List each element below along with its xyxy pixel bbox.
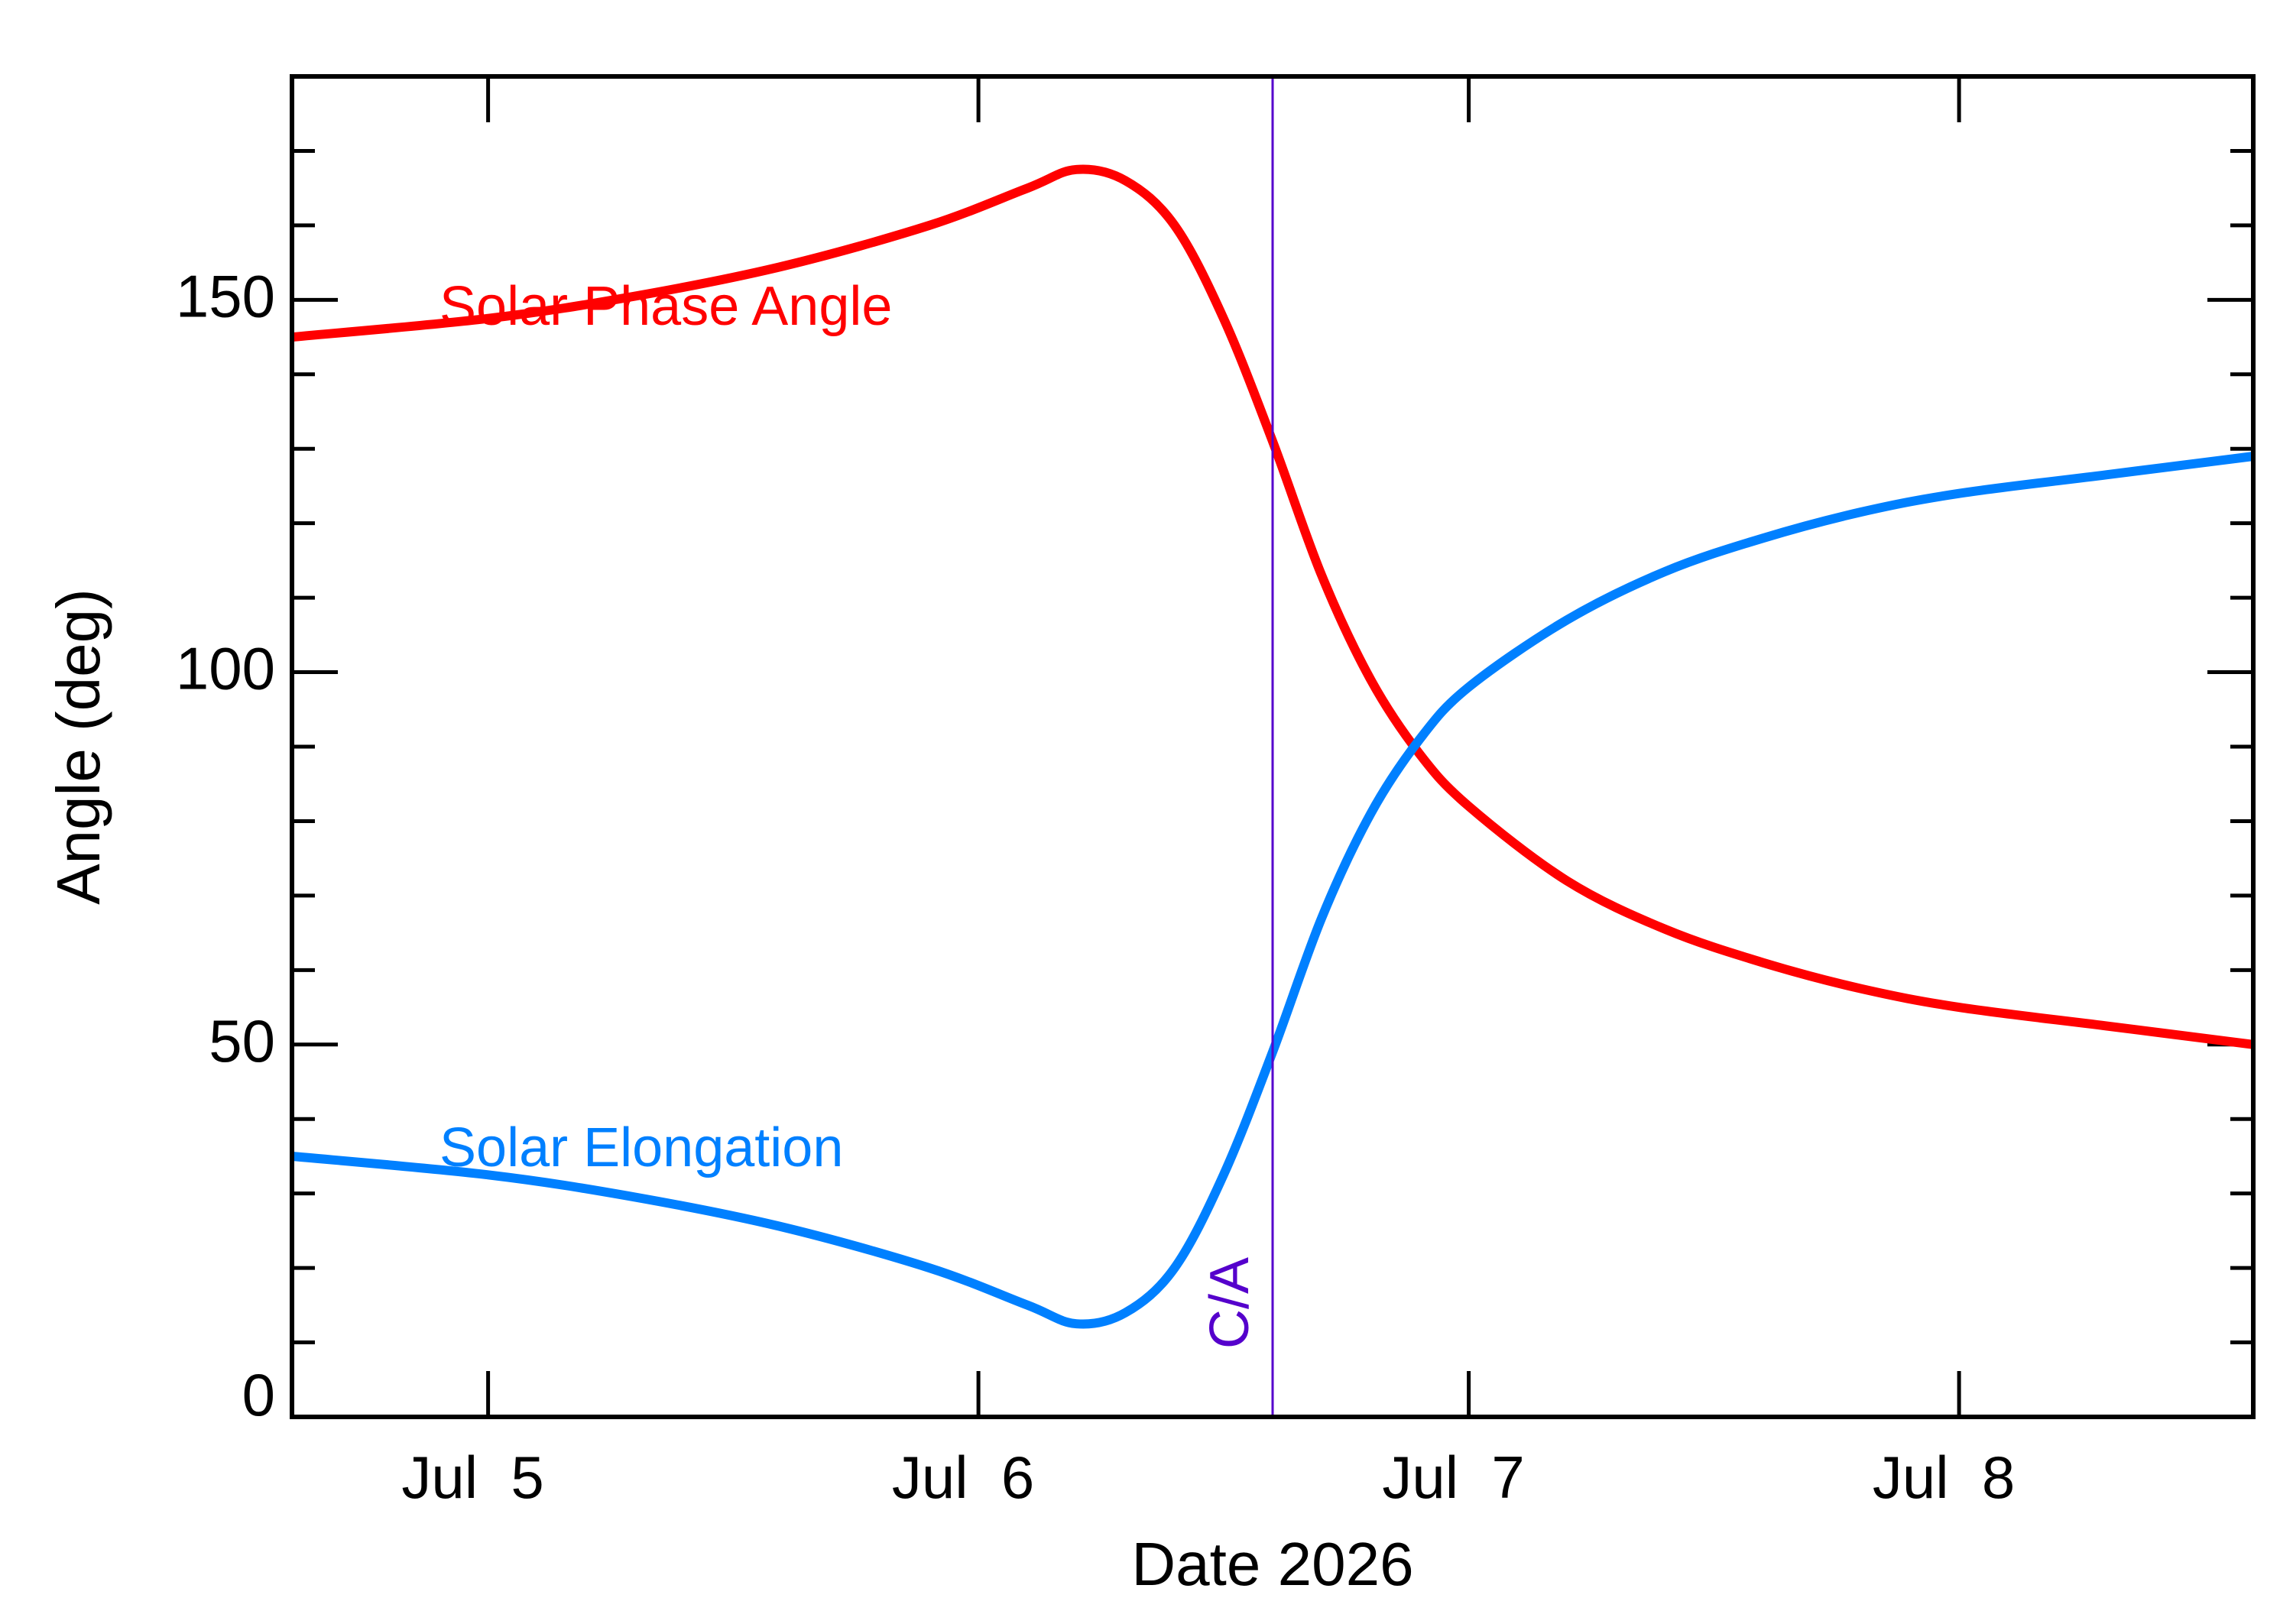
closest-approach-label: C/A xyxy=(1199,1257,1260,1349)
y-axis-label: Angle (deg) xyxy=(44,588,112,905)
x-tick-labels: Jul 5 Jul 6 Jul 7 Jul 8 xyxy=(401,1444,2015,1511)
series-layer xyxy=(291,164,2254,1329)
solar-phase-angle-line xyxy=(291,164,2254,1049)
y-tick-label: 150 xyxy=(176,262,275,329)
y-tick-label: 0 xyxy=(242,1361,275,1428)
solar-elongation-label: Solar Elongation xyxy=(439,1117,843,1178)
x-tick-label: Jul 7 xyxy=(1382,1444,1524,1511)
x-tick-label: Jul 6 xyxy=(892,1444,1034,1511)
y-tick-label: 50 xyxy=(209,1007,275,1075)
solar-elongation-line xyxy=(291,452,2254,1329)
x-axis-label: Date 2026 xyxy=(1131,1530,1413,1598)
x-tick-label: Jul 5 xyxy=(401,1444,543,1511)
solar-phase-angle-label: Solar Phase Angle xyxy=(439,276,892,337)
plot-frame xyxy=(290,74,2256,1419)
x-tick-label: Jul 8 xyxy=(1873,1444,2015,1511)
y-tick-label: 100 xyxy=(176,635,275,702)
y-tick-labels: 0 50 100 150 xyxy=(176,262,275,1428)
closest-approach-layer: C/A xyxy=(1199,76,1274,1417)
series-labels: Solar Phase Angle Solar Elongation xyxy=(439,276,892,1178)
